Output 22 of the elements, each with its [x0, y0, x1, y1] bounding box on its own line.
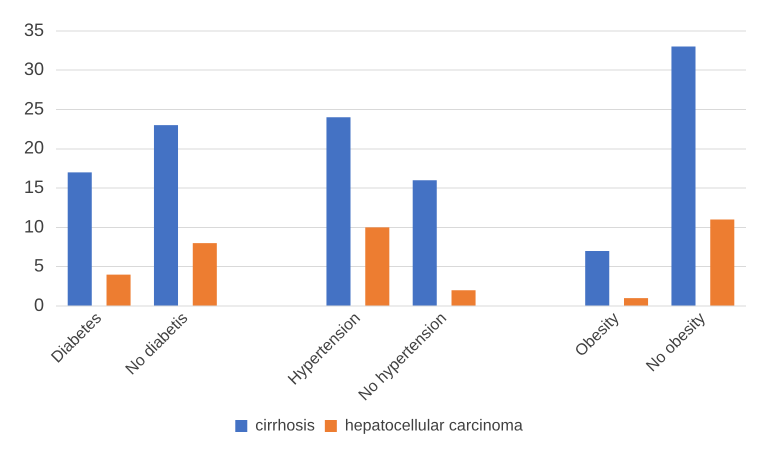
y-tick-label: 15 [24, 177, 44, 198]
bar [452, 290, 476, 306]
legend-label: cirrhosis [255, 417, 315, 434]
y-tick-label: 10 [24, 216, 44, 236]
y-tick-label: 0 [34, 295, 44, 316]
bar [154, 125, 178, 306]
y-tick-label: 20 [24, 138, 44, 158]
y-tick-label: 30 [24, 59, 44, 80]
y-tick-label: 25 [24, 98, 44, 118]
bar [326, 117, 351, 306]
bar [671, 46, 696, 306]
bar [710, 220, 734, 306]
bar [412, 180, 437, 306]
bar [192, 243, 217, 306]
legend-label: hepatocellular carcinoma [344, 417, 523, 434]
bar [106, 274, 131, 306]
y-tick-label: 5 [34, 256, 44, 276]
bar [624, 298, 648, 306]
bar [68, 172, 92, 306]
bar [585, 250, 610, 306]
bar [365, 227, 390, 306]
y-tick-label: 35 [24, 20, 44, 40]
